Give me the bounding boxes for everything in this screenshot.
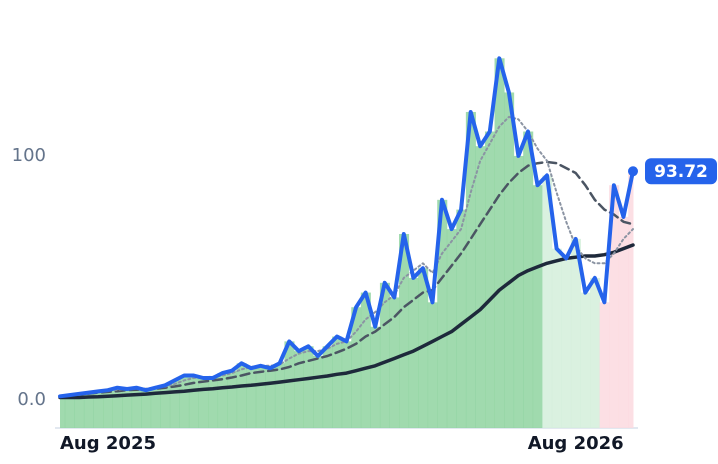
area-bar [64,395,75,428]
area-bar [179,375,190,428]
area-bar [570,238,581,428]
area-bar [322,346,333,428]
area-bar [236,363,247,428]
area-bar [303,346,314,428]
value-badge [645,158,717,185]
area-bar [379,282,390,428]
x-tick-label: Aug 2025 [60,433,156,454]
x-tick-label: Aug 2026 [528,433,624,454]
area-bar [360,292,371,428]
area-bar [83,392,94,428]
area-bar [265,368,276,428]
area-bar [599,302,610,428]
area-bar [551,248,562,428]
last-point [628,166,638,177]
series-line [58,243,635,400]
area-bar [609,185,620,428]
area-bar [580,292,591,428]
area-bar [618,216,629,428]
area-bar [590,277,601,428]
area-bar [504,92,515,429]
area-bar [141,390,152,428]
area-bar [475,146,486,428]
area-bar [628,171,634,428]
area-bar [208,377,219,428]
area-bar [532,185,543,428]
area-bar [523,131,534,428]
area-bar [341,341,352,428]
y-tick-label: 0.0 [17,389,46,410]
area-bar [188,375,199,428]
area-bar [112,387,123,428]
area-bar [293,351,305,428]
area-bar [102,390,114,428]
area-bar [131,387,142,428]
area-bar [169,380,180,428]
area-bar [246,368,257,428]
area-bar [313,356,324,428]
area-bar [437,199,448,428]
area-bar [60,396,66,428]
area-bar [198,377,209,428]
area-bar [332,336,343,428]
area-bar [408,277,419,428]
area-bar [465,111,476,428]
area-bar [456,209,467,428]
value-badge-label: 93.72 [654,162,708,182]
area-bar [150,387,161,428]
area-bar [513,155,524,428]
area-bar [494,58,505,429]
series-line [58,160,635,398]
area-bar [274,363,285,428]
area-bar [370,326,381,428]
area-bar [284,341,295,428]
area-bar [255,365,266,428]
area-bar [446,229,457,428]
area-bar [399,234,410,428]
area-bar [389,297,400,428]
area-bar [74,393,85,428]
area-bar [93,391,104,428]
area-bar [217,373,228,428]
area-bar [542,175,553,428]
area-bar [351,307,362,428]
area-bar [160,385,171,428]
area-bar [561,258,572,428]
area-bar [227,370,238,428]
area-bar [122,388,133,428]
area-bar [427,302,438,428]
y-tick-label: 100 [12,145,46,166]
area-bar [484,131,496,428]
series-line [58,56,635,399]
